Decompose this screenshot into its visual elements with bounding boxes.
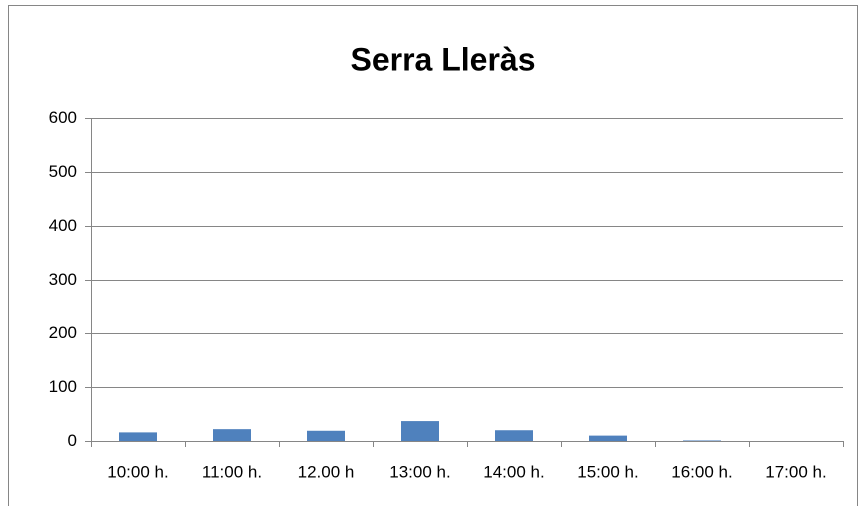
- y-tick-label: 500: [49, 162, 77, 181]
- x-tick-label: 12.00 h: [298, 462, 355, 481]
- y-tick-label: 300: [49, 270, 77, 289]
- bar: [307, 430, 345, 441]
- bar: [683, 440, 721, 441]
- bar: [213, 429, 251, 441]
- y-tick-label: 400: [49, 216, 77, 235]
- x-tick-label: 15:00 h.: [577, 462, 638, 481]
- bar: [119, 432, 157, 441]
- y-tick-label: 200: [49, 323, 77, 342]
- y-tick-label: 0: [68, 431, 77, 450]
- bar: [495, 430, 533, 441]
- x-tick-label: 11:00 h.: [202, 462, 262, 481]
- x-tick-label: 16:00 h.: [671, 462, 732, 481]
- x-tick-label: 10:00 h.: [107, 462, 168, 481]
- y-tick-label: 600: [49, 108, 77, 127]
- bar: [589, 435, 627, 441]
- bar: [401, 421, 439, 441]
- chart-title: Serra Lleràs: [350, 41, 535, 77]
- y-tick-label: 100: [49, 377, 77, 396]
- chart-frame: [8, 5, 858, 506]
- x-tick-label: 14:00 h.: [483, 462, 544, 481]
- x-tick-label: 17:00 h.: [765, 462, 826, 481]
- x-tick-label: 13:00 h.: [389, 462, 450, 481]
